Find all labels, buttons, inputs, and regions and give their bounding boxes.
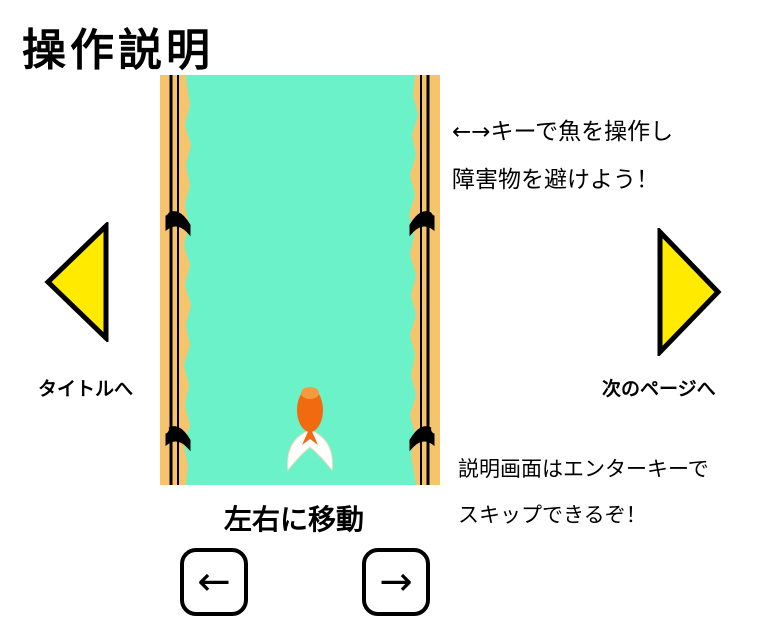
back-to-title-label[interactable]: タイトルへ	[38, 378, 134, 400]
instruction-line-2: 障害物を避けよう！	[452, 167, 659, 193]
river-water	[184, 75, 418, 485]
skip-note-line-2: スキップできるぞ！	[458, 503, 647, 527]
left-arrow-icon: ←	[197, 559, 231, 605]
game-field-preview	[160, 75, 440, 485]
right-arrow-icon: →	[379, 559, 413, 605]
skip-note-line-1: 説明画面はエンターキーで	[458, 457, 709, 481]
next-arrow-icon[interactable]	[656, 228, 722, 356]
right-arrow-key[interactable]: →	[362, 548, 430, 616]
goldfish-player	[287, 387, 333, 472]
left-fence	[160, 75, 191, 485]
move-instruction-label: 左右に移動	[224, 503, 365, 536]
instruction-line-1: ←→キーで魚を操作し	[452, 119, 674, 145]
skip-note: 説明画面はエンターキーで スキップできるぞ！	[458, 446, 709, 538]
instruction-text: ←→キーで魚を操作し 障害物を避けよう！	[452, 108, 673, 204]
right-fence	[409, 75, 440, 485]
left-arrow-key[interactable]: ←	[180, 548, 248, 616]
prev-arrow-icon[interactable]	[44, 222, 110, 342]
next-page-label[interactable]: 次のページへ	[602, 378, 716, 400]
page-title: 操作説明	[22, 25, 214, 76]
